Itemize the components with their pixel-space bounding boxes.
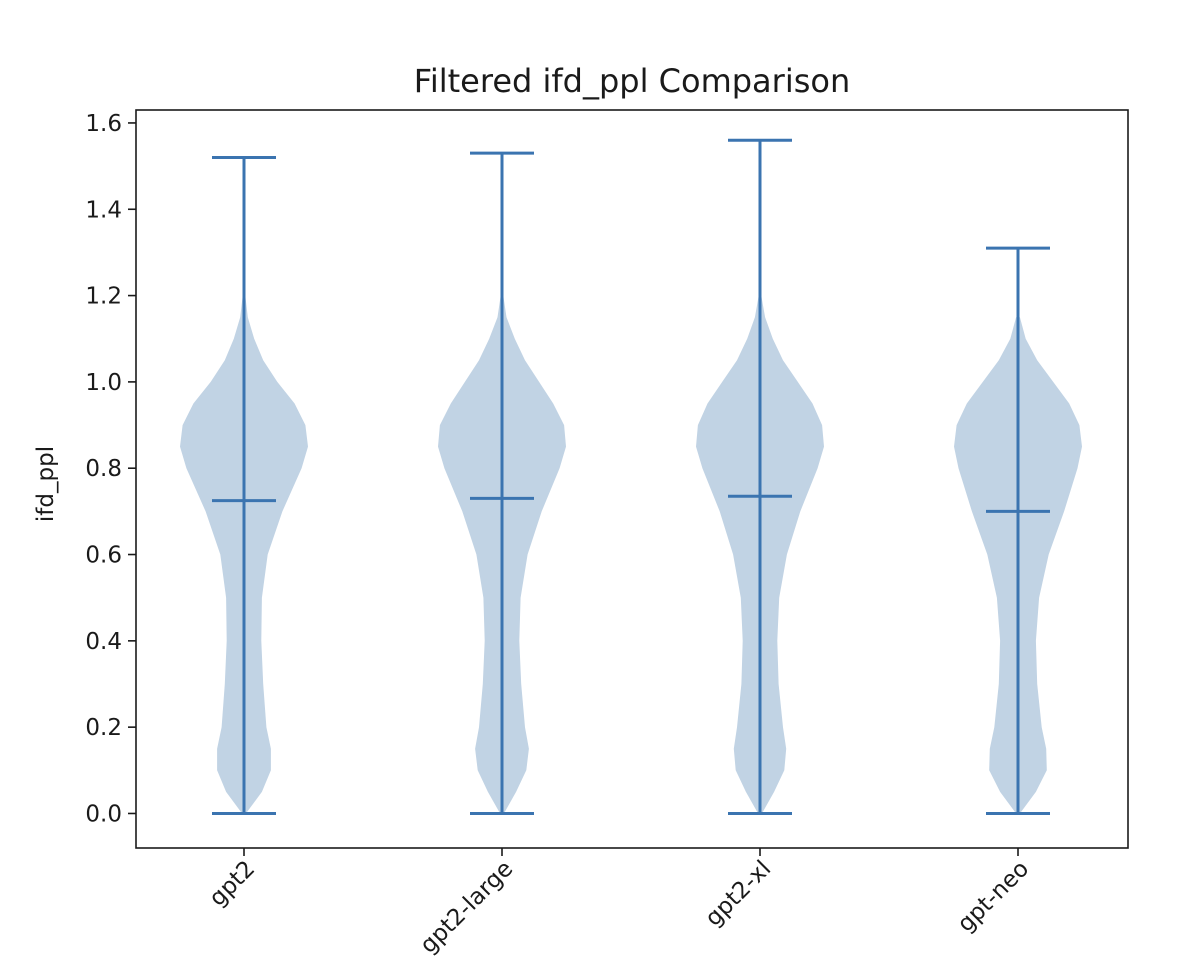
y-tick-label-0: 0.0	[85, 801, 122, 827]
y-tick-label-5: 1.0	[85, 370, 122, 396]
plot-area	[180, 138, 1082, 815]
y-tick-label-4: 0.8	[85, 456, 122, 482]
y-tick-label-1: 0.2	[85, 715, 122, 741]
y-tick-label-6: 1.2	[85, 284, 122, 310]
chart-title: Filtered ifd_ppl Comparison	[414, 62, 850, 100]
y-tick-label-2: 0.4	[85, 629, 122, 655]
y-axis-label: ifd_ppl	[33, 446, 59, 522]
y-tick-label-8: 1.6	[85, 111, 122, 137]
y-tick-label-7: 1.4	[85, 197, 122, 223]
plot-frame	[135, 109, 1129, 849]
y-tick-label-3: 0.6	[85, 543, 122, 569]
